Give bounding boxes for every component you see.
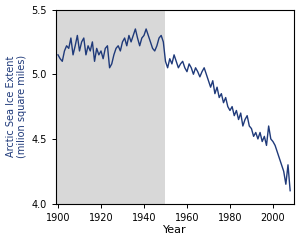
Y-axis label: Arctic Sea Ice Extent
(milion square miles): Arctic Sea Ice Extent (milion square mil…: [6, 55, 27, 158]
Bar: [56, 10, 166, 204]
X-axis label: Year: Year: [163, 225, 187, 235]
